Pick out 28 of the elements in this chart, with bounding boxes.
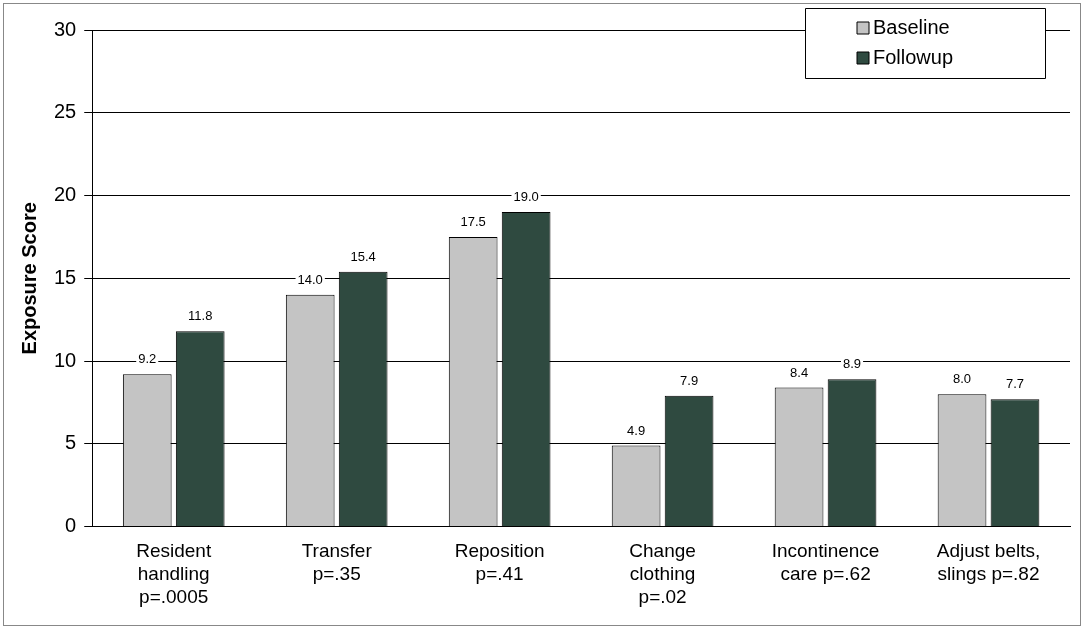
- data-label: 9.2: [138, 351, 157, 367]
- data-label: 7.9: [680, 372, 699, 388]
- y-tick-label: 15: [54, 265, 77, 288]
- x-tick-label: Reposition p=.41: [454, 540, 545, 585]
- data-label: 7.7: [1005, 376, 1025, 392]
- data-label: 8.0: [953, 371, 972, 387]
- data-label: 8.4: [790, 364, 809, 380]
- y-tick-label: 5: [65, 431, 77, 454]
- y-axis-title: Exposure Score: [17, 202, 40, 355]
- x-tick-label: Adjust belts, slings p=.82: [936, 540, 1041, 585]
- data-label: 19.0: [513, 189, 539, 205]
- data-label: 14.0: [297, 271, 323, 287]
- y-tick-label: 30: [54, 17, 77, 40]
- data-label: 4.9: [627, 422, 646, 438]
- y-tick-label: 25: [54, 100, 77, 123]
- x-tick-label: Resident handling p=.0005: [136, 540, 212, 607]
- y-tick-label: 0: [65, 514, 77, 537]
- y-tick-label: 20: [54, 183, 77, 206]
- data-label: 17.5: [460, 213, 486, 229]
- data-label: 8.9: [843, 356, 862, 372]
- x-tick-label: Transfer p=.35: [301, 540, 373, 585]
- data-label: 11.8: [188, 308, 213, 324]
- x-tick-label: Incontinence care p=.62: [771, 540, 880, 585]
- legend-label: Followup: [873, 45, 954, 68]
- y-tick-label: 10: [54, 348, 77, 371]
- x-tick-label: Change clothing p=.02: [629, 540, 696, 607]
- legend-label: Baseline: [873, 15, 950, 38]
- data-label: 15.4: [350, 248, 376, 264]
